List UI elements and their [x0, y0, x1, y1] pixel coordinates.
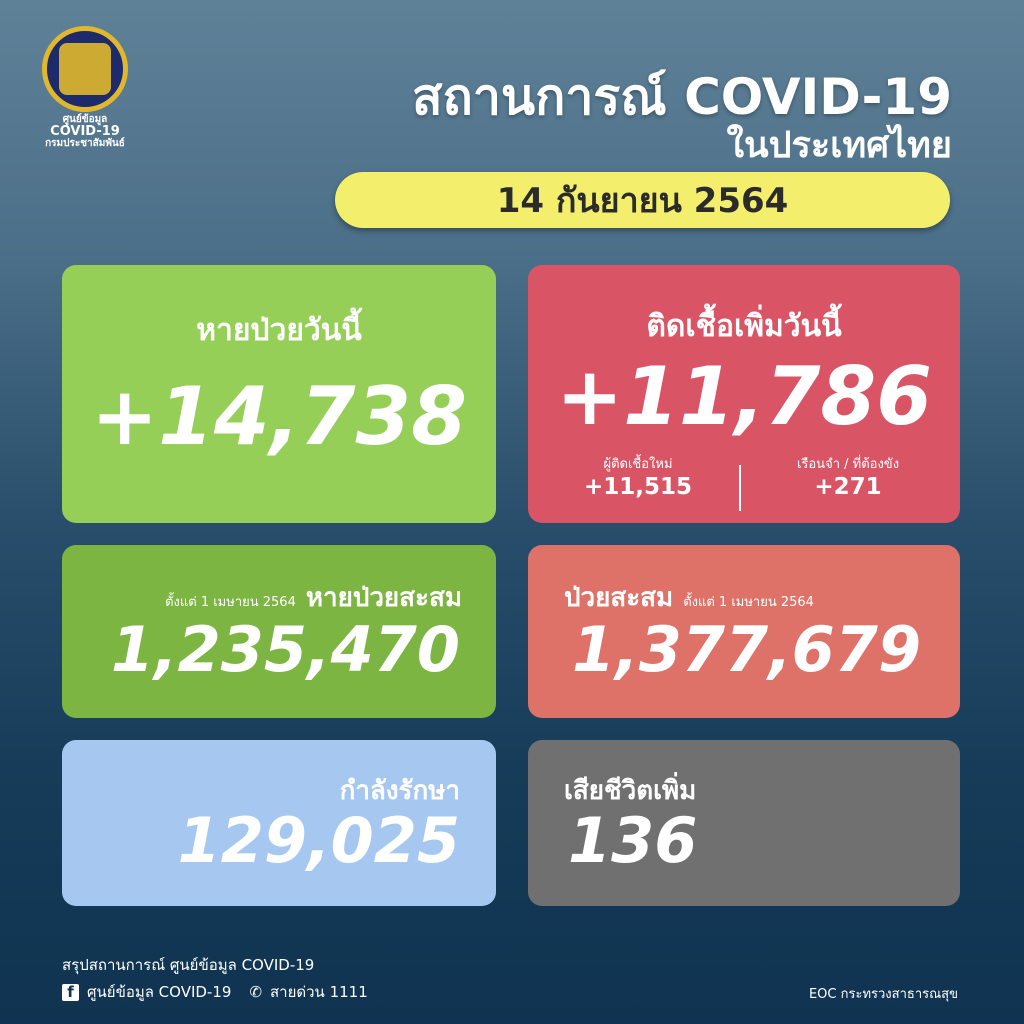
logo-caption: ศูนย์ข้อมูล COVID-19 กรมประชาสัมพันธ์ — [30, 114, 140, 150]
cases-total-card: ป่วยสะสม ตั้งแต่ 1 เมษายน 2564 1,377,679 — [528, 545, 960, 718]
new-local-cases: ผู้ติดเชื้อใหม่ +11,515 — [548, 453, 728, 500]
recovered-total-label: หายป่วยสะสม — [305, 583, 462, 613]
in-treatment-card: กำลังรักษา 129,025 — [62, 740, 496, 906]
cases-total-value: 1,377,679 — [572, 613, 922, 686]
in-treatment-label: กำลังรักษา — [339, 776, 460, 806]
new-local-label: ผู้ติดเชื้อใหม่ — [603, 457, 673, 472]
logo-line3: กรมประชาสัมพันธ์ — [45, 138, 125, 149]
recovered-total-card: ตั้งแต่ 1 เมษายน 2564 หายป่วยสะสม 1,235,… — [62, 545, 496, 718]
recovered-total-value: 1,235,470 — [110, 613, 460, 686]
divider — [739, 465, 741, 511]
government-seal-logo — [42, 26, 128, 112]
page-title: สถานการณ์ COVID-19 — [412, 68, 952, 126]
recovered-today-label: หายป่วยวันนี้ — [196, 313, 362, 348]
prison-label: เรือนจำ / ที่ต้องขัง — [796, 457, 900, 472]
footer-credit: EOC กระทรวงสาธารณสุข — [808, 987, 958, 1002]
recovered-today-value: +14,738 — [91, 370, 467, 463]
in-treatment-value: 129,025 — [177, 804, 460, 877]
date-banner: 14 กันยายน 2564 — [335, 172, 950, 228]
page-subtitle: ในประเทศไทย — [726, 125, 952, 166]
cases-total-since: ตั้งแต่ 1 เมษายน 2564 — [683, 595, 814, 610]
cases-total-label: ป่วยสะสม — [564, 583, 674, 613]
new-cases-card: ติดเชื้อเพิ่มวันนี้ +11,786 ผู้ติดเชื้อใ… — [528, 265, 960, 523]
recovered-total-since: ตั้งแต่ 1 เมษายน 2564 — [165, 595, 296, 610]
prison-cases: เรือนจำ / ที่ต้องขัง +271 — [758, 453, 938, 500]
deaths-label: เสียชีวิตเพิ่ม — [564, 776, 697, 806]
prison-value: +271 — [814, 474, 882, 500]
facebook-icon: f — [62, 983, 79, 1001]
footer-summary: สรุปสถานการณ์ ศูนย์ข้อมูล COVID-19 — [62, 956, 315, 974]
new-cases-label: ติดเชื้อเพิ่มวันนี้ — [646, 309, 842, 344]
logo-line2: COVID-19 — [50, 124, 120, 139]
hotline-text: สายด่วน 1111 — [270, 983, 368, 1001]
phone-icon: ✆ — [249, 983, 263, 1001]
recovered-today-card: หายป่วยวันนี้ +14,738 — [62, 265, 496, 523]
deaths-value: 136 — [568, 804, 698, 877]
deaths-card: เสียชีวิตเพิ่ม 136 — [528, 740, 960, 906]
logo-line1: ศูนย์ข้อมูล — [62, 114, 108, 125]
new-local-value: +11,515 — [583, 474, 693, 500]
facebook-page-link[interactable]: ศูนย์ข้อมูล COVID-19 — [87, 983, 232, 1001]
new-cases-value: +11,786 — [556, 350, 932, 443]
